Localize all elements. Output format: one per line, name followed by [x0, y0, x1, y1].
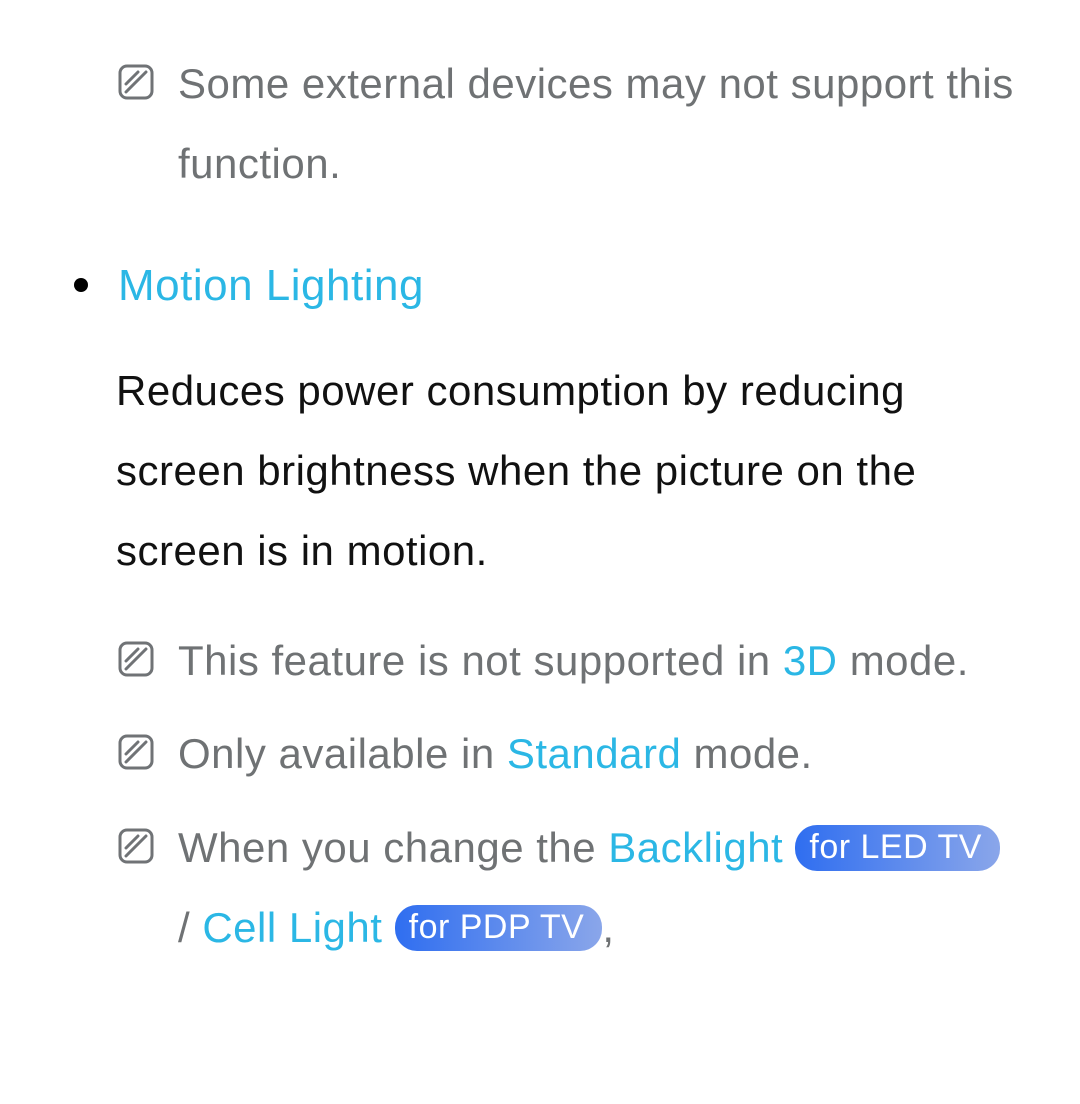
bullet-icon — [74, 278, 88, 292]
note-item: Only available in Standard mode. — [116, 714, 1020, 794]
note-text: Some external devices may not support th… — [178, 44, 1020, 204]
note-icon — [116, 62, 156, 102]
section-heading: Motion Lighting — [118, 244, 424, 328]
note-text: Only available in Standard mode. — [178, 714, 1020, 794]
section-heading-row: Motion Lighting — [60, 244, 1020, 328]
note-text: When you change the Backlight for LED TV… — [178, 808, 1020, 968]
separator: / — [178, 904, 202, 951]
text: When you change the — [178, 824, 608, 871]
note-item: This feature is not supported in 3D mode… — [116, 621, 1020, 701]
note-icon — [116, 826, 156, 866]
note-icon — [116, 732, 156, 772]
highlight-term: Backlight — [608, 824, 783, 871]
note-text: This feature is not supported in 3D mode… — [178, 621, 1020, 701]
note-item: When you change the Backlight for LED TV… — [116, 808, 1020, 968]
manual-page: Some external devices may not support th… — [0, 0, 1080, 1022]
text: mode. — [838, 637, 969, 684]
model-pill-led: for LED TV — [795, 825, 1000, 871]
note-item: Some external devices may not support th… — [116, 44, 1020, 204]
highlight-term: Standard — [507, 730, 681, 777]
highlight-term: 3D — [783, 637, 838, 684]
section-body: Reduces power consumption by reducing sc… — [116, 351, 1020, 590]
text: , — [602, 904, 614, 951]
text: This feature is not supported in — [178, 637, 783, 684]
note-icon — [116, 639, 156, 679]
model-pill-pdp: for PDP TV — [395, 905, 603, 951]
highlight-term: Cell Light — [202, 904, 382, 951]
text: mode. — [681, 730, 812, 777]
text: Only available in — [178, 730, 507, 777]
